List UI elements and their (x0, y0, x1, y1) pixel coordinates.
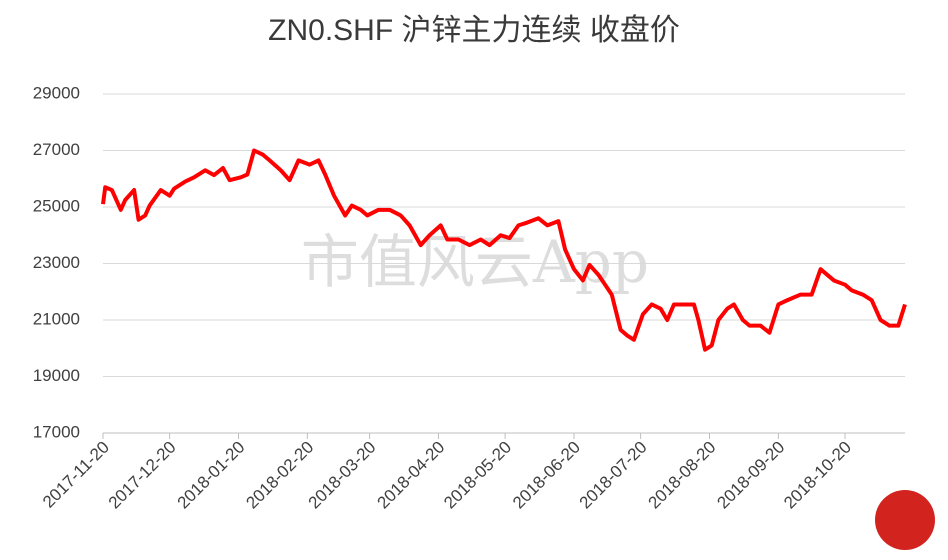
x-tick-label: 2018-04-20 (374, 438, 449, 513)
x-tick-label: 2018-07-20 (576, 438, 651, 513)
x-tick-label: 2018-10-20 (780, 438, 855, 513)
x-tick-label: 2018-06-20 (509, 438, 584, 513)
line-series (101, 148, 907, 352)
y-tick-label: 19000 (33, 366, 80, 385)
x-tick-label: 2018-09-20 (713, 438, 788, 513)
y-tick-label: 27000 (33, 140, 80, 159)
y-tick-label: 23000 (33, 253, 80, 272)
x-tick-label: 2018-05-20 (440, 438, 515, 513)
chart-title: ZN0.SHF 沪锌主力连续 收盘价 (268, 14, 680, 47)
y-tick-label: 29000 (33, 83, 80, 102)
y-tick-label: 25000 (33, 196, 80, 215)
y-tick-label: 17000 (33, 422, 80, 441)
x-tick-label: 2017-11-20 (39, 438, 113, 512)
x-tick-label: 2018-08-20 (645, 438, 720, 513)
y-tick-label: 21000 (33, 309, 80, 328)
watermark: 市值风云App (301, 228, 649, 296)
x-tick-label: 2018-03-20 (305, 438, 380, 513)
logo (875, 490, 935, 550)
x-tick-label: 2017-12-20 (105, 438, 180, 513)
x-tick-label: 2018-01-20 (174, 438, 249, 513)
